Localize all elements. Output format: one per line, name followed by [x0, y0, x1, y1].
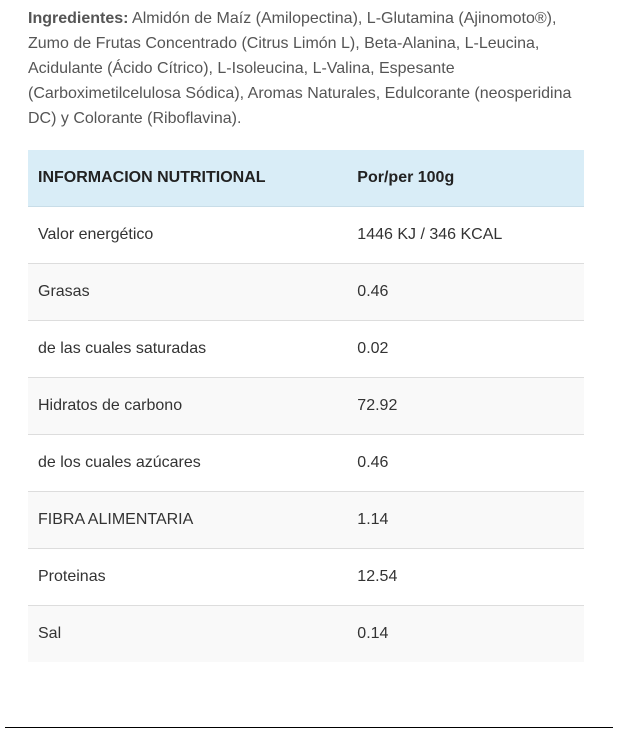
nutrient-value: 0.14	[347, 605, 584, 662]
nutrient-name: Grasas	[28, 263, 348, 321]
nutrient-value: 0.46	[347, 263, 584, 321]
nutrient-value: 72.92	[347, 377, 584, 435]
table-row-fat: Grasas 0.46	[28, 263, 584, 321]
table-row-sugars: de los cuales azúcares 0.46	[28, 434, 584, 492]
nutrient-value: 1.14	[347, 491, 584, 549]
table-row-carbohydrates: Hidratos de carbono 72.92	[28, 377, 584, 435]
table-row-saturated-fat: de las cuales saturadas 0.02	[28, 320, 584, 378]
bottom-divider	[5, 727, 613, 728]
nutrient-name: Hidratos de carbono	[28, 377, 348, 435]
nutrient-name: FIBRA ALIMENTARIA	[28, 491, 348, 549]
nutrient-name: de las cuales saturadas	[28, 320, 348, 378]
nutrient-value: 0.46	[347, 434, 584, 492]
header-nutrition-info: INFORMACION NUTRITIONAL	[28, 150, 348, 207]
nutrient-name: Valor energético	[28, 206, 348, 264]
table-header-row: INFORMACION NUTRITIONAL Por/per 100g	[28, 150, 584, 207]
ingredients-paragraph: Ingredientes: Almidón de Maíz (Amilopect…	[28, 6, 588, 131]
header-per-100g: Por/per 100g	[347, 150, 584, 207]
nutrient-name: de los cuales azúcares	[28, 434, 348, 492]
table-row-energy: Valor energético 1446 KJ / 346 KCAL	[28, 206, 584, 264]
table-row-fiber: FIBRA ALIMENTARIA 1.14	[28, 491, 584, 549]
nutrient-name: Proteinas	[28, 548, 348, 606]
nutrient-name: Sal	[28, 605, 348, 662]
ingredients-label: Ingredientes:	[28, 10, 129, 27]
nutrient-value: 1446 KJ / 346 KCAL	[347, 206, 584, 264]
ingredients-text: Almidón de Maíz (Amilopectina), L-Glutam…	[28, 10, 572, 127]
table-row-protein: Proteinas 12.54	[28, 548, 584, 606]
nutrient-value: 0.02	[347, 320, 584, 378]
nutrient-value: 12.54	[347, 548, 584, 606]
table-row-salt: Sal 0.14	[28, 605, 584, 662]
nutrition-table: INFORMACION NUTRITIONAL Por/per 100g Val…	[28, 150, 584, 662]
